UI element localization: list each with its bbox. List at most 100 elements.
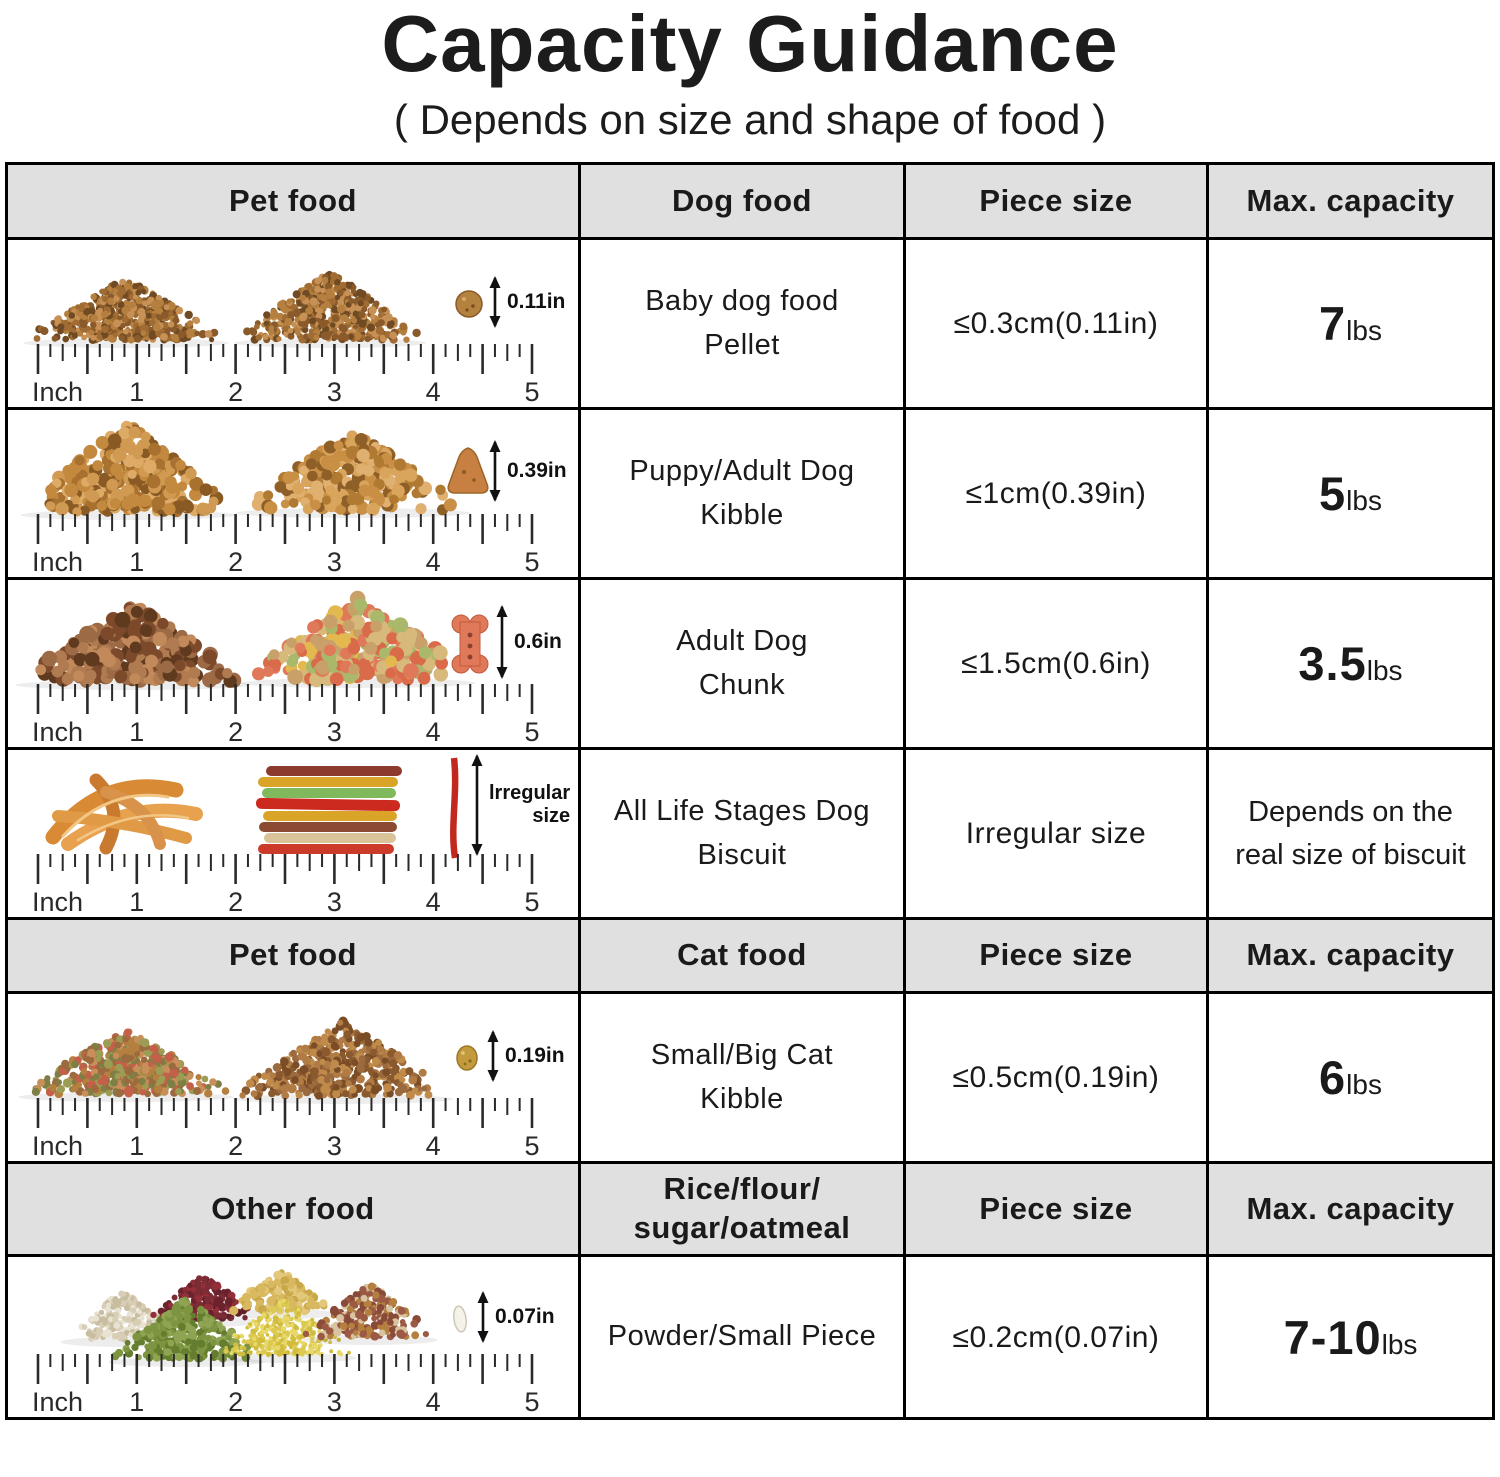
page-subtitle: ( Depends on size and shape of food ) <box>393 96 1107 143</box>
svg-text:4: 4 <box>426 887 441 914</box>
svg-text:2: 2 <box>228 547 243 574</box>
svg-text:2: 2 <box>228 377 243 404</box>
inch-ruler: Inch 1 2 3 4 5 <box>32 514 540 574</box>
piece-size-cell: ≤1cm(0.39in) <box>903 407 1206 577</box>
grain-dimension: 0.07in <box>476 1291 555 1343</box>
kibble-size-label: 0.39in <box>507 459 567 482</box>
dimension-arrow-icon <box>477 1291 489 1343</box>
dimension-arrow-icon <box>471 754 483 856</box>
header-piece-size: Piece size <box>903 917 1206 991</box>
jerky-and-sticks-image <box>45 757 459 859</box>
svg-text:3: 3 <box>327 377 342 404</box>
pellet-icon <box>455 290 483 318</box>
svg-text:2: 2 <box>228 1387 243 1414</box>
table-row-chunk: 0.6in Inch 1 2 3 4 5 Adult Dog Chunk ≤1.5cm(0… <box>8 577 1492 747</box>
pellet-size-label: 0.11in <box>507 290 566 313</box>
table-header-dog: Pet food Dog food Piece size Max. capaci… <box>8 165 1492 237</box>
cat-kibble-piles-image <box>18 1016 453 1104</box>
svg-text:5: 5 <box>524 377 539 404</box>
svg-text:1: 1 <box>129 1131 144 1158</box>
rice-grain-icon <box>453 1305 467 1333</box>
svg-text:3: 3 <box>327 1131 342 1158</box>
inch-ruler: Inch 1 2 3 4 5 <box>32 344 540 404</box>
header-max-capacity: Max. capacity <box>1206 1161 1492 1254</box>
header-max-capacity: Max. capacity <box>1206 917 1492 991</box>
svg-text:5: 5 <box>524 1387 539 1414</box>
svg-text:2: 2 <box>228 1131 243 1158</box>
header-pet-food: Pet food <box>8 165 578 237</box>
pellet-image-cell: 0.11in Inch 1 2 3 4 5 <box>8 237 578 407</box>
inch-ruler: Inch 1 2 3 4 5 <box>32 1354 540 1414</box>
cat-kibble-size-label: 0.19in <box>505 1044 565 1067</box>
dimension-arrow-icon <box>489 440 501 502</box>
cat-kibble-dimension: 0.19in <box>486 1030 565 1082</box>
header-rice-flour: Rice/flour/ sugar/oatmeal <box>578 1161 903 1254</box>
pellet-dimension: 0.11in <box>488 276 565 328</box>
header-dog-food: Dog food <box>578 165 903 237</box>
pellet-piles-image <box>23 270 426 348</box>
svg-text:3: 3 <box>327 1387 342 1414</box>
header-max-capacity: Max. capacity <box>1206 165 1492 237</box>
svg-text:Inch: Inch <box>32 887 83 914</box>
svg-text:2: 2 <box>228 717 243 744</box>
header-cat-food: Cat food <box>578 917 903 991</box>
table-row-pellet: 0.11in Inch 1 2 3 4 5 Baby dog food Pellet ≤0… <box>8 237 1492 407</box>
food-name-cell: Baby dog food Pellet <box>578 237 903 407</box>
svg-text:1: 1 <box>129 1387 144 1414</box>
grains-image-cell: 0.07in Inch 1 2 3 4 5 <box>8 1254 578 1417</box>
svg-text:5: 5 <box>524 547 539 574</box>
cat-kibble-icon <box>456 1045 478 1071</box>
biscuit-image-cell: lrregular size Inch 1 2 3 4 5 <box>8 747 578 917</box>
max-capacity-cell: 5 lbs <box>1206 407 1492 577</box>
svg-text:Inch: Inch <box>32 1131 83 1158</box>
jerky-pile-image <box>45 773 203 855</box>
page-title: Capacity Guidance <box>381 0 1119 88</box>
grain-size-label: 0.07in <box>495 1305 555 1328</box>
chunk-dimension: 0.6in <box>495 605 562 679</box>
header-piece-size: Piece size <box>903 165 1206 237</box>
svg-text:2: 2 <box>228 887 243 914</box>
capacity-table: Pet food Dog food Piece size Max. capaci… <box>5 162 1495 1420</box>
svg-text:5: 5 <box>524 1131 539 1158</box>
svg-text:4: 4 <box>426 717 441 744</box>
header-other-food: Other food <box>8 1161 578 1254</box>
cat-kibble-image-cell: 0.19in Inch 1 2 3 4 5 <box>8 991 578 1161</box>
piece-size-cell: ≤0.3cm(0.11in) <box>903 237 1206 407</box>
max-capacity-cell: 7-10 lbs <box>1206 1254 1492 1417</box>
svg-text:3: 3 <box>327 887 342 914</box>
food-name-cell: All Life Stages Dog Biscuit <box>578 747 903 917</box>
svg-text:4: 4 <box>426 547 441 574</box>
kibble-image-cell: 0.39in Inch 1 2 3 4 5 <box>8 407 578 577</box>
kibble-dimension: 0.39in <box>488 440 567 502</box>
svg-text:4: 4 <box>426 1131 441 1158</box>
chunk-piles-image <box>15 590 476 690</box>
sticks-pile-image <box>255 766 402 854</box>
piece-size-cell: ≤0.2cm(0.07in) <box>903 1254 1206 1417</box>
food-name-cell: Powder/Small Piece <box>578 1254 903 1417</box>
stick-icon <box>450 757 459 859</box>
food-name-cell: Adult Dog Chunk <box>578 577 903 747</box>
biscuit-size-label: lrregular size <box>489 782 571 827</box>
piece-size-cell: ≤0.5cm(0.19in) <box>903 991 1206 1161</box>
header-piece-size: Piece size <box>903 1161 1206 1254</box>
bone-biscuit-icon <box>451 614 489 674</box>
header-pet-food: Pet food <box>8 917 578 991</box>
svg-text:4: 4 <box>426 377 441 404</box>
chunk-size-label: 0.6in <box>514 630 562 653</box>
svg-text:1: 1 <box>129 717 144 744</box>
food-name-cell: Puppy/Adult Dog Kibble <box>578 407 903 577</box>
dimension-arrow-icon <box>489 276 501 328</box>
table-header-other: Other food Rice/flour/ sugar/oatmeal Pie… <box>8 1161 1492 1254</box>
piece-size-cell: ≤1.5cm(0.6in) <box>903 577 1206 747</box>
kibble-piles-image <box>20 420 471 520</box>
piece-size-cell: Irregular size <box>903 747 1206 917</box>
grains-piles-image <box>60 1269 438 1367</box>
table-row-kibble: 0.39in Inch 1 2 3 4 5 Puppy/Adult Dog Kibble … <box>8 407 1492 577</box>
svg-text:Inch: Inch <box>32 717 83 744</box>
kibble-icon <box>447 447 489 494</box>
table-row-cat-kibble: 0.19in Inch 1 2 3 4 5 Small/Big Cat Kibble ≤0… <box>8 991 1492 1161</box>
inch-ruler: Inch 1 2 3 4 5 <box>32 854 540 914</box>
svg-text:3: 3 <box>327 547 342 574</box>
max-capacity-cell: 3.5 lbs <box>1206 577 1492 747</box>
svg-text:5: 5 <box>524 717 539 744</box>
